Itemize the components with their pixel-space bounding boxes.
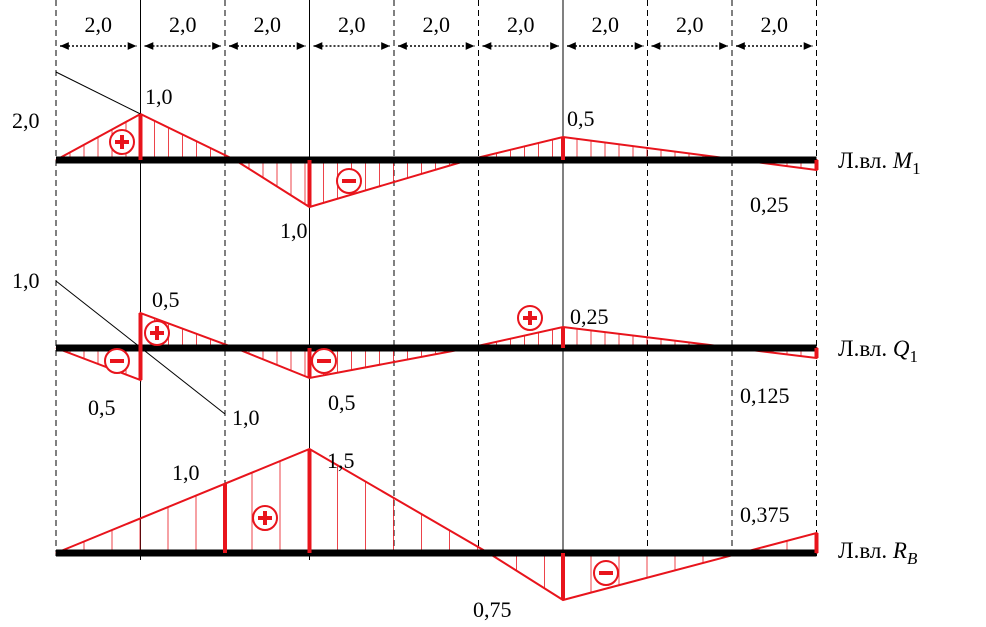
rb-sign-markers	[252, 505, 619, 586]
influence-line-m1: 2,0 1,0 1,0 0,5 0,25 Л.вл. M1	[12, 71, 921, 243]
m1-key-ordinates	[138, 114, 819, 207]
span-label-3: 2,0	[338, 12, 366, 37]
q1-key-ordinates	[138, 313, 819, 380]
q1-title: Л.вл. Q1	[838, 336, 918, 366]
influence-line-rb: 1,0 1,5 0,75 0,375 Л.вл. RB	[55, 447, 918, 622]
span-dimensions: 2,0 2,0 2,0 2,0 2,0 2,0 2,0 2,0 2,0	[59, 12, 813, 50]
influence-line-q1: 1,0 0,5 0,5 1,0 0,5 0,25 0,125 Л.вл. Q1	[12, 268, 918, 430]
m1-label-1-0-top: 1,0	[145, 84, 173, 109]
q1-label-0-5-mid: 0,5	[328, 390, 356, 415]
q1-label-1-0-left: 1,0	[12, 268, 40, 293]
rb-label-0-75: 0,75	[473, 597, 512, 622]
span-label-7: 2,0	[676, 12, 704, 37]
q1-label-0-5-left: 0,5	[88, 395, 116, 420]
span-label-8: 2,0	[761, 12, 789, 37]
m1-title: Л.вл. M1	[838, 148, 921, 178]
q1-label-0-125: 0,125	[740, 383, 790, 408]
q1-sign-markers	[104, 305, 543, 374]
rb-diagram-outline	[55, 447, 818, 602]
span-label-1: 2,0	[169, 12, 197, 37]
m1-label-1-0-bottom: 1,0	[280, 218, 308, 243]
span-label-5: 2,0	[507, 12, 535, 37]
span-label-0: 2,0	[85, 12, 113, 37]
rb-label-1-5: 1,5	[327, 448, 355, 473]
rb-label-1-0: 1,0	[172, 460, 200, 485]
m1-sign-markers	[109, 129, 362, 194]
q1-label-0-5-top: 0,5	[152, 287, 180, 312]
rb-label-0-375: 0,375	[740, 502, 790, 527]
rb-title: Л.вл. RB	[838, 538, 918, 568]
q1-label-1-0-bottom: 1,0	[232, 405, 260, 430]
m1-label-0-5: 0,5	[567, 106, 595, 131]
span-label-6: 2,0	[592, 12, 620, 37]
rb-key-ordinates	[223, 449, 819, 600]
span-label-2: 2,0	[254, 12, 282, 37]
q1-label-0-25: 0,25	[570, 304, 609, 329]
span-label-4: 2,0	[423, 12, 451, 37]
m1-label-0-25: 0,25	[750, 192, 789, 217]
m1-auxiliary-line	[55, 71, 141, 115]
m1-label-2-0: 2,0	[12, 108, 40, 133]
